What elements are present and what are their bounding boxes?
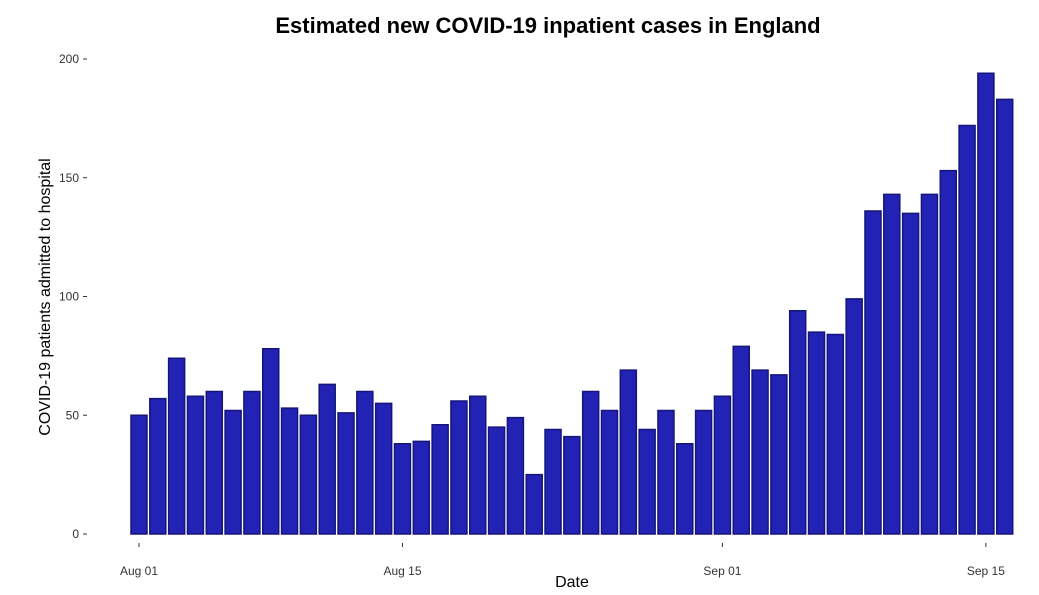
bar-aug-08 (261, 348, 280, 535)
bar-aug-07 (243, 390, 261, 535)
bar-aug-30 (676, 443, 694, 535)
bar-sep-08 (845, 298, 863, 535)
bar-aug-27 (619, 369, 638, 535)
y-tick-label: 200 (59, 52, 79, 66)
bar-aug-22 (525, 473, 543, 535)
bar-aug-03 (167, 357, 186, 535)
y-axis-label: COVID-19 patients admitted to hospital (37, 158, 54, 435)
bar-aug-09 (280, 407, 299, 535)
bar-aug-25 (581, 390, 600, 535)
bar-sep-15 (977, 72, 995, 535)
x-tick-label: Aug 01 (120, 564, 158, 578)
bar-sep-03 (751, 369, 769, 535)
bar-sep-01 (713, 395, 732, 535)
x-tick-label: Sep 15 (967, 564, 1005, 578)
bar-aug-15 (393, 443, 412, 535)
bar-aug-18 (450, 400, 468, 535)
bar-aug-26 (600, 409, 619, 535)
bar-aug-28 (638, 428, 656, 535)
bar-sep-06 (807, 331, 826, 535)
bar-aug-12 (337, 412, 355, 535)
bar-aug-13 (356, 390, 374, 535)
bar-aug-05 (205, 390, 224, 535)
bar-aug-02 (149, 397, 167, 535)
bar-sep-04 (770, 374, 788, 535)
y-tick-label: 0 (72, 527, 79, 541)
bar-sep-11 (901, 212, 920, 535)
bar-aug-01 (130, 414, 148, 535)
bar-aug-20 (487, 426, 506, 535)
bar-sep-10 (883, 193, 901, 535)
bar-aug-29 (657, 409, 675, 535)
bar-sep-05 (788, 310, 807, 535)
x-axis-label: Date (555, 574, 589, 590)
bar-aug-10 (299, 414, 318, 535)
bar-sep-14 (958, 124, 976, 535)
bar-aug-11 (318, 383, 336, 535)
bar-aug-31 (694, 409, 713, 535)
bar-aug-19 (469, 395, 487, 535)
bar-aug-24 (563, 435, 581, 535)
y-tick-label: 100 (59, 290, 79, 304)
bar-aug-14 (374, 402, 393, 535)
bar-sep-12 (920, 193, 939, 535)
bar-aug-23 (544, 428, 562, 535)
bar-sep-09 (864, 210, 882, 535)
bar-aug-16 (412, 440, 431, 535)
x-tick-label: Sep 01 (703, 564, 741, 578)
y-tick-label: 150 (59, 171, 79, 185)
bar-sep-13 (939, 169, 958, 535)
x-tick-label: Aug 15 (383, 564, 421, 578)
bar-aug-17 (431, 424, 449, 535)
bar-aug-04 (186, 395, 205, 535)
bar-aug-06 (224, 409, 242, 535)
bar-sep-16 (995, 98, 1014, 535)
bar-sep-02 (732, 345, 750, 535)
chart-title: Estimated new COVID-19 inpatient cases i… (275, 13, 820, 38)
y-tick-label: 50 (66, 408, 80, 422)
bar-sep-07 (826, 333, 845, 535)
bar-aug-21 (506, 416, 525, 535)
